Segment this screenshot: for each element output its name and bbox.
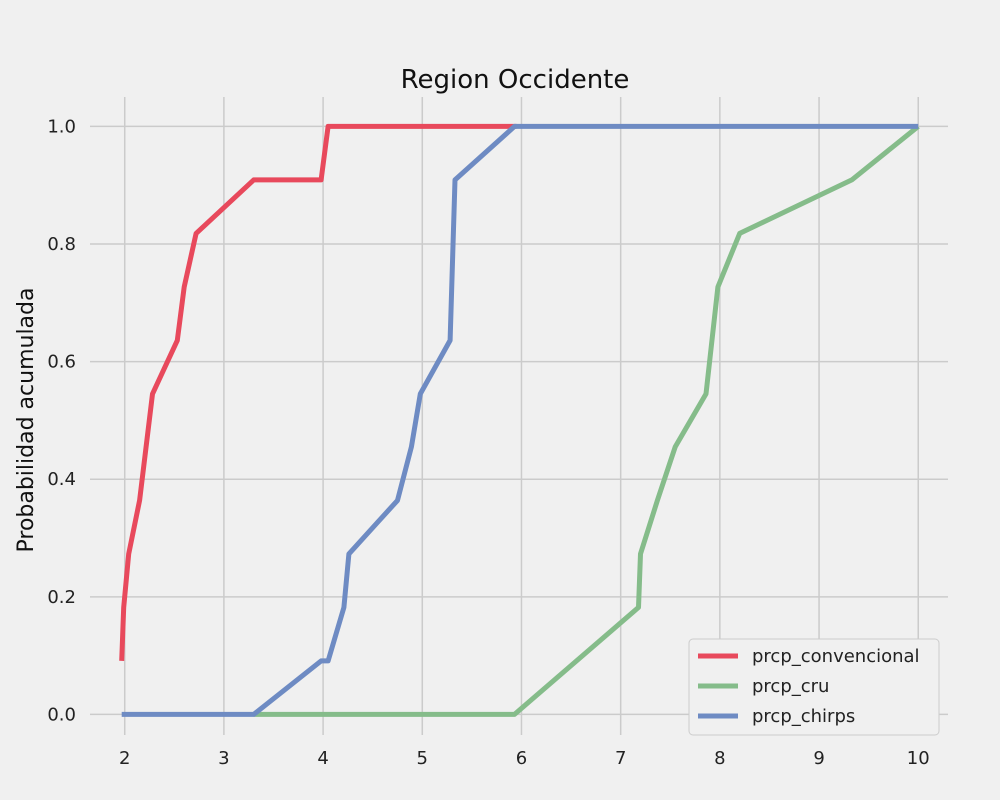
series-lines (119, 123, 920, 717)
series-line-prcp-chirps (121, 123, 919, 717)
chart-title: Region Occidente (401, 65, 630, 95)
x-tick-label: 7 (615, 748, 626, 769)
x-tick-label: 6 (516, 748, 527, 769)
x-tick-label: 9 (813, 748, 824, 769)
x-tick-label: 3 (218, 748, 229, 769)
legend-label-prcp-chirps: prcp_chirps (752, 706, 855, 727)
y-tick-label: 0.0 (47, 704, 76, 725)
tick-labels: 2 3 4 5 6 7 8 9 10 0.0 0.2 0.4 0.6 0.8 1.0 (47, 116, 929, 769)
x-tick-label: 2 (119, 748, 130, 769)
y-tick-label: 0.8 (47, 234, 76, 255)
x-tick-label: 4 (317, 748, 328, 769)
legend-label-prcp-cru: prcp_cru (752, 676, 829, 697)
series-line-prcp-cru (253, 124, 920, 717)
y-axis-label: Probabilidad acumulada (14, 288, 39, 553)
x-tick-label: 10 (907, 748, 930, 769)
legend-box (688, 638, 940, 736)
x-tick-label: 5 (417, 748, 428, 769)
y-tick-label: 0.2 (47, 587, 76, 608)
legend-label-prcp-convencional: prcp_convencional (752, 646, 920, 667)
x-tick-label: 8 (714, 748, 725, 769)
y-tick-label: 0.6 (47, 352, 76, 373)
y-tick-label: 0.4 (47, 469, 76, 490)
y-tick-label: 1.0 (47, 116, 76, 137)
series-line-prcp-convencional (119, 123, 517, 661)
legend: prcp_convencional prcp_cru prcp_chirps (688, 638, 940, 736)
